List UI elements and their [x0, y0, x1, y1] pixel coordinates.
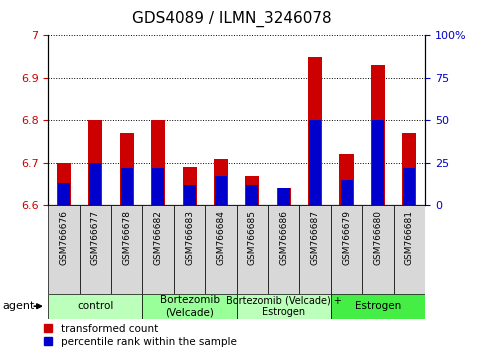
- Bar: [331, 205, 362, 294]
- Bar: [371, 65, 385, 205]
- Bar: [246, 185, 258, 205]
- Bar: [278, 188, 290, 205]
- Bar: [331, 294, 425, 319]
- Bar: [142, 205, 174, 294]
- Text: GSM766680: GSM766680: [373, 210, 383, 265]
- Bar: [151, 120, 165, 205]
- Bar: [88, 120, 102, 205]
- Bar: [121, 168, 133, 205]
- Bar: [183, 167, 197, 205]
- Bar: [299, 205, 331, 294]
- Bar: [48, 294, 142, 319]
- Bar: [277, 188, 291, 205]
- Text: control: control: [77, 301, 114, 311]
- Text: GSM766677: GSM766677: [91, 210, 100, 265]
- Bar: [214, 159, 228, 205]
- Bar: [341, 180, 353, 205]
- Bar: [142, 294, 237, 319]
- Text: Estrogen: Estrogen: [355, 301, 401, 311]
- Bar: [394, 205, 425, 294]
- Bar: [205, 205, 237, 294]
- Text: GSM766687: GSM766687: [311, 210, 320, 265]
- Bar: [340, 154, 354, 205]
- Bar: [48, 205, 80, 294]
- Bar: [174, 205, 205, 294]
- Text: GSM766686: GSM766686: [279, 210, 288, 265]
- Bar: [80, 205, 111, 294]
- Text: agent: agent: [2, 301, 35, 311]
- Text: Bortezomib
(Velcade): Bortezomib (Velcade): [159, 295, 220, 317]
- Bar: [237, 294, 331, 319]
- Bar: [89, 163, 101, 205]
- Bar: [245, 176, 259, 205]
- Bar: [402, 133, 416, 205]
- Bar: [120, 133, 134, 205]
- Text: GSM766685: GSM766685: [248, 210, 257, 265]
- Text: GSM766683: GSM766683: [185, 210, 194, 265]
- Bar: [268, 205, 299, 294]
- Bar: [309, 120, 321, 205]
- Bar: [308, 57, 322, 205]
- Text: GDS4089 / ILMN_3246078: GDS4089 / ILMN_3246078: [132, 11, 332, 27]
- Text: GSM766678: GSM766678: [122, 210, 131, 265]
- Bar: [184, 185, 196, 205]
- Bar: [403, 168, 415, 205]
- Text: GSM766681: GSM766681: [405, 210, 414, 265]
- Text: GSM766682: GSM766682: [154, 210, 163, 265]
- Text: GSM766684: GSM766684: [216, 210, 226, 265]
- Legend: transformed count, percentile rank within the sample: transformed count, percentile rank withi…: [44, 324, 236, 347]
- Bar: [57, 163, 71, 205]
- Bar: [111, 205, 142, 294]
- Text: Bortezomib (Velcade) +
Estrogen: Bortezomib (Velcade) + Estrogen: [226, 295, 341, 317]
- Bar: [152, 168, 164, 205]
- Bar: [362, 205, 394, 294]
- Text: GSM766676: GSM766676: [59, 210, 69, 265]
- Text: GSM766679: GSM766679: [342, 210, 351, 265]
- Bar: [215, 176, 227, 205]
- Bar: [372, 120, 384, 205]
- Bar: [237, 205, 268, 294]
- Bar: [58, 183, 70, 205]
